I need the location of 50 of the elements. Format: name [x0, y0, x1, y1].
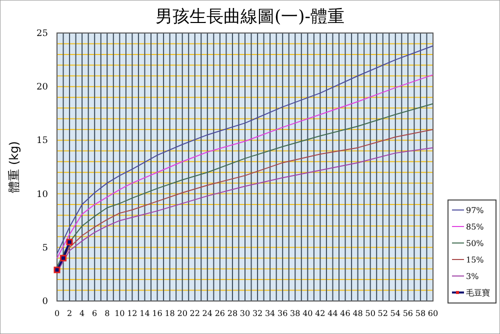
x-tick-label: 10	[114, 309, 125, 318]
x-tick-label: 14	[140, 309, 150, 318]
x-tick-label: 28	[227, 309, 238, 318]
x-tick-label: 50	[365, 309, 376, 318]
x-tick-label: 24	[202, 309, 212, 318]
y-tick-label: 25	[36, 29, 48, 39]
x-tick-label: 58	[415, 309, 426, 318]
point	[66, 238, 73, 246]
line-series	[56, 74, 434, 259]
x-tick-label: 2	[66, 309, 72, 318]
x-tick-label: 56	[402, 309, 414, 318]
y-tick-label: 15	[36, 136, 48, 146]
legend-label: 97%	[466, 206, 484, 215]
legend-label: 50%	[466, 239, 484, 248]
x-tick-label: 26	[214, 309, 226, 318]
x-tick-label: 36	[278, 309, 288, 318]
x-tick-label: 0	[54, 309, 60, 318]
x-tick-label: 40	[302, 309, 313, 318]
x-tick-label: 12	[127, 309, 138, 318]
x-tick-label: 6	[92, 309, 98, 318]
x-tick-label: 46	[340, 309, 350, 318]
legend-label: 3%	[466, 272, 480, 281]
y-tick-label: 5	[42, 243, 48, 254]
legend-label: 毛豆寶	[466, 288, 490, 298]
chart-title: 男孩生長曲線圖(一)-體重	[155, 7, 345, 27]
point	[60, 254, 67, 262]
legend-label: 85%	[466, 222, 484, 232]
x-tick-label: 44	[328, 309, 338, 318]
x-tick-label: 54	[390, 309, 400, 318]
x-tick-label: 38	[290, 309, 300, 318]
x-tick-label: 20	[177, 309, 188, 318]
point	[54, 266, 60, 274]
x-tick-label: 32	[252, 309, 263, 318]
line-series	[56, 45, 434, 254]
x-tick-label: 30	[240, 309, 250, 318]
x-tick-label: 4	[80, 309, 85, 318]
y-tick-label: 0	[42, 297, 48, 307]
x-tick-label: 16	[152, 309, 162, 318]
legend-label: 15%	[466, 256, 484, 264]
x-tick-label: 60	[428, 309, 438, 318]
y-axis-title: 體重 (kg)	[7, 141, 21, 193]
y-tick-label: 10	[36, 190, 48, 200]
x-tick-label: 48	[352, 309, 363, 318]
y-tick-label: 20	[36, 82, 48, 93]
x-tick-label: 52	[378, 309, 388, 318]
x-tick-label: 42	[315, 309, 326, 318]
x-tick-label: 8	[104, 309, 110, 318]
x-tick-label: 18	[164, 309, 175, 318]
x-tick-label: 22	[190, 309, 200, 318]
x-tick-label: 34	[264, 309, 276, 318]
